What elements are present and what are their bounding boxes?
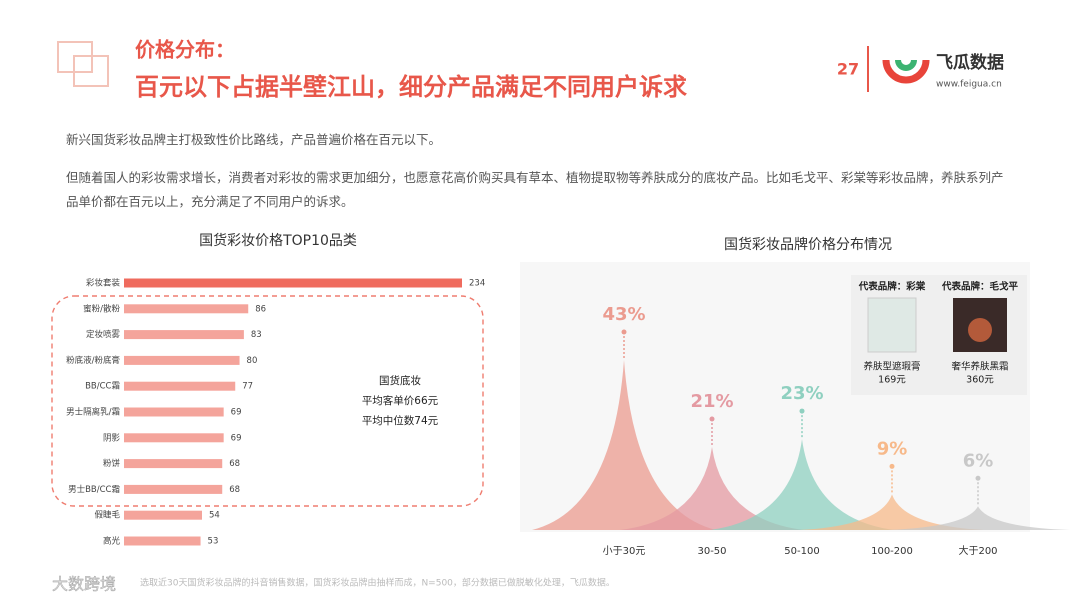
category-label: 50-100 [784, 546, 819, 557]
category-label: 定妆喷雾 [86, 329, 121, 340]
value-label: 83 [251, 330, 262, 340]
peak [532, 360, 716, 530]
value-label: 68 [229, 459, 240, 469]
bar [124, 355, 240, 365]
peak [886, 506, 1070, 530]
leader-dot [621, 329, 627, 335]
category-label: 粉底液/粉底膏 [66, 355, 120, 366]
watermark: 大数跨境 [52, 575, 116, 594]
category-label: 蜜粉/散粉 [83, 303, 120, 314]
annotation: 平均客单价66元 [362, 394, 439, 407]
value-label: 6% [963, 450, 994, 471]
bar [124, 407, 224, 417]
leader-dot [799, 408, 805, 414]
bar [124, 278, 462, 288]
value-label: 43% [602, 304, 645, 325]
brand-label: 代表品牌：彩棠 [858, 281, 926, 293]
value-label: 86 [255, 304, 266, 314]
source-note: 选取近30天国货彩妆品牌的抖音销售数据，国货彩妆品牌由抽样而成，N=500，部分… [140, 577, 615, 589]
product-image [968, 318, 992, 342]
bar [124, 304, 249, 314]
category-label: 男士BB/CC霜 [68, 484, 120, 495]
value-label: 23% [780, 383, 823, 404]
peak [800, 494, 984, 530]
value-label: 68 [229, 485, 240, 495]
value-label: 9% [877, 438, 908, 459]
category-label: BB/CC霜 [85, 382, 120, 392]
category-label: 男士隔离乳/霜 [66, 407, 120, 418]
bar [124, 330, 244, 340]
logo-icon [882, 59, 930, 84]
bar [124, 381, 236, 391]
section-title: 价格分布： [135, 38, 235, 62]
bar [124, 510, 202, 520]
chart-title: 国货彩妆价格TOP10品类 [199, 232, 357, 249]
value-label: 69 [231, 408, 242, 418]
category-label: 彩妆套装 [86, 278, 121, 289]
category-label: 大于200 [958, 544, 997, 557]
bar [124, 536, 201, 546]
price-label: 169元 [878, 375, 906, 386]
peak [710, 439, 894, 530]
product-image [867, 297, 917, 353]
bar [124, 459, 223, 469]
paragraph: 新兴国货彩妆品牌主打极致性价比路线，产品普遍价格在百元以下。 [66, 132, 442, 147]
paragraph: 但随着国人的彩妆需求增长，消费者对彩妆的需求更加细分，也愿意花高价购买具有草本、… [66, 170, 1004, 209]
group-outline [51, 295, 484, 507]
value-label: 80 [247, 356, 258, 366]
headline: 百元以下占据半壁江山，细分产品满足不同用户诉求 [135, 73, 687, 101]
value-label: 54 [209, 511, 220, 521]
chart-title: 国货彩妆品牌价格分布情况 [724, 236, 892, 253]
leader-dot [709, 416, 715, 422]
annotation: 国货底妆 [379, 374, 421, 387]
logo-text: 飞瓜数据 [936, 52, 1004, 73]
product-label: 养肤型遮瑕膏 [863, 361, 920, 373]
leader-dot [975, 475, 981, 481]
peak [620, 446, 804, 530]
decor [73, 55, 109, 87]
category-label: 高光 [103, 536, 121, 547]
category-label: 30-50 [697, 546, 726, 557]
page-number: 27 [837, 60, 859, 79]
category-label: 粉饼 [103, 458, 121, 469]
value-label: 77 [242, 382, 253, 392]
category-label: 假睫毛 [94, 510, 120, 521]
category-label: 100-200 [871, 546, 913, 557]
value-label: 53 [208, 537, 219, 547]
category-label: 阴影 [103, 432, 121, 443]
category-label: 小于30元 [603, 545, 646, 557]
brand-label: 代表品牌：毛戈平 [941, 281, 1019, 293]
bar [124, 433, 224, 443]
value-label: 21% [690, 391, 733, 412]
annotation: 平均中位数74元 [362, 414, 439, 427]
logo-icon [895, 59, 917, 71]
value-label: 69 [231, 433, 242, 443]
price-label: 360元 [966, 375, 994, 386]
bar [124, 484, 223, 494]
product-label: 奢华养肤黑霜 [951, 361, 1008, 373]
value-label: 234 [469, 279, 485, 289]
logo-url: www.feigua.cn [936, 80, 1002, 90]
leader-dot [889, 463, 895, 469]
